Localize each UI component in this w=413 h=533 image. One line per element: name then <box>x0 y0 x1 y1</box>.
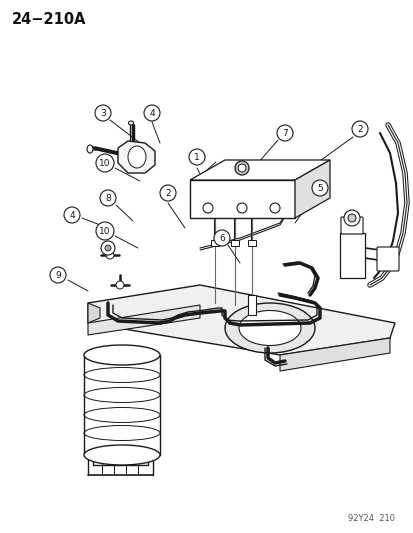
Circle shape <box>235 161 248 175</box>
Circle shape <box>202 203 212 213</box>
Circle shape <box>311 180 327 196</box>
Text: 10: 10 <box>99 158 111 167</box>
Text: 24−210A: 24−210A <box>12 12 86 27</box>
Circle shape <box>351 121 367 137</box>
FancyBboxPatch shape <box>230 240 238 246</box>
Text: 10: 10 <box>99 227 111 236</box>
FancyBboxPatch shape <box>340 217 362 234</box>
Circle shape <box>343 210 359 226</box>
Circle shape <box>236 203 247 213</box>
Polygon shape <box>88 303 100 323</box>
Circle shape <box>64 207 80 223</box>
Circle shape <box>347 214 355 222</box>
Text: 2: 2 <box>356 125 362 133</box>
FancyBboxPatch shape <box>247 295 255 315</box>
Ellipse shape <box>84 345 159 365</box>
Circle shape <box>144 105 159 121</box>
Circle shape <box>96 154 114 172</box>
Text: 7: 7 <box>281 128 287 138</box>
Polygon shape <box>118 141 154 173</box>
Ellipse shape <box>84 445 159 465</box>
Text: 9: 9 <box>55 271 61 279</box>
Circle shape <box>237 164 245 172</box>
Circle shape <box>105 245 111 251</box>
Text: 6: 6 <box>218 233 224 243</box>
FancyBboxPatch shape <box>339 233 364 278</box>
Circle shape <box>269 203 279 213</box>
Text: 1: 1 <box>194 152 199 161</box>
FancyBboxPatch shape <box>211 240 218 246</box>
FancyBboxPatch shape <box>247 240 255 246</box>
Ellipse shape <box>87 145 93 153</box>
Polygon shape <box>294 160 329 218</box>
Ellipse shape <box>238 311 300 345</box>
Circle shape <box>95 105 111 121</box>
Circle shape <box>106 251 114 259</box>
Text: 4: 4 <box>69 211 75 220</box>
Ellipse shape <box>128 121 133 125</box>
Text: 3: 3 <box>100 109 106 117</box>
Circle shape <box>214 230 230 246</box>
Circle shape <box>116 281 124 289</box>
FancyBboxPatch shape <box>190 180 294 218</box>
Circle shape <box>100 190 116 206</box>
Ellipse shape <box>128 146 146 168</box>
Text: 4: 4 <box>149 109 154 117</box>
Circle shape <box>189 149 204 165</box>
Text: 5: 5 <box>316 183 322 192</box>
Circle shape <box>50 267 66 283</box>
Circle shape <box>276 125 292 141</box>
Circle shape <box>96 222 114 240</box>
FancyBboxPatch shape <box>376 247 398 271</box>
Circle shape <box>159 185 176 201</box>
Polygon shape <box>88 285 394 355</box>
Polygon shape <box>88 305 199 335</box>
Text: 92Y24  210: 92Y24 210 <box>347 514 394 523</box>
Polygon shape <box>279 338 389 371</box>
Ellipse shape <box>224 303 314 353</box>
Circle shape <box>101 241 115 255</box>
Polygon shape <box>190 160 329 180</box>
Text: 8: 8 <box>105 193 111 203</box>
Text: 2: 2 <box>165 189 171 198</box>
